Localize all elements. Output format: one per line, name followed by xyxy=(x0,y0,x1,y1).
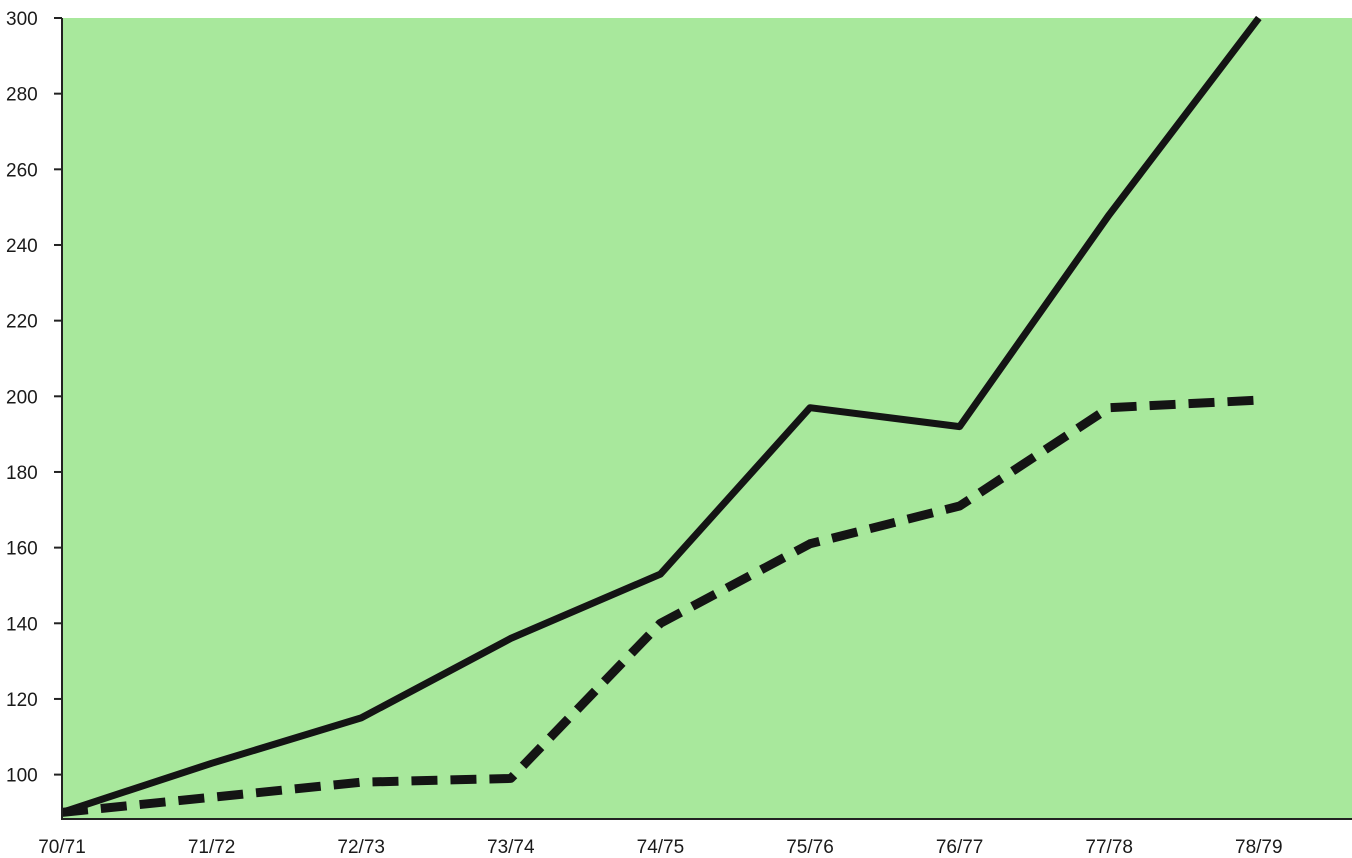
x-tick-label: 73/74 xyxy=(487,837,535,858)
y-tick-label: 120 xyxy=(6,690,38,711)
y-tick-label: 240 xyxy=(6,236,38,257)
y-tick-label: 300 xyxy=(6,9,38,30)
y-tick-label: 180 xyxy=(6,463,38,484)
y-tick-label: 220 xyxy=(6,312,38,333)
x-tick-label: 70/71 xyxy=(38,837,86,858)
y-tick-label: 100 xyxy=(6,766,38,787)
x-tick-label: 74/75 xyxy=(637,837,685,858)
y-tick-label: 140 xyxy=(6,614,38,635)
x-axis-ticks: 70/71 71/72 72/73 73/74 74/75 75/76 76/77 77/78… xyxy=(38,837,1282,858)
x-tick-label: 78/79 xyxy=(1235,837,1283,858)
series-lines xyxy=(60,15,1262,817)
x-tick-label: 77/78 xyxy=(1085,837,1133,858)
x-tick-label: 72/73 xyxy=(337,837,385,858)
y-tick-label: 200 xyxy=(6,387,38,408)
y-axis-ticks: 100 120 140 160 180 200 220 240 260 280 300 xyxy=(6,9,62,787)
y-tick-label: 160 xyxy=(6,539,38,560)
dashed-series-line xyxy=(61,395,1260,817)
plot-area xyxy=(62,18,1352,818)
x-tick-label: 76/77 xyxy=(936,837,984,858)
y-tick-label: 280 xyxy=(6,85,38,106)
x-tick-label: 71/72 xyxy=(188,837,236,858)
x-tick-label: 75/76 xyxy=(786,837,834,858)
y-tick-label: 260 xyxy=(6,160,38,181)
solid-series-line xyxy=(60,15,1262,816)
